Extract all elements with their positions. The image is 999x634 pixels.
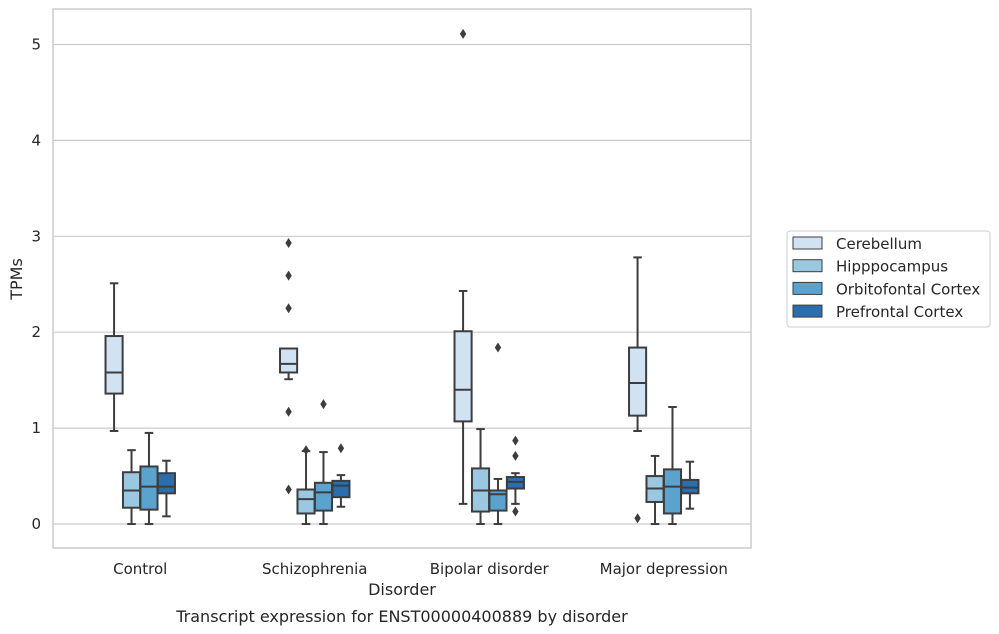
y-tick-label: 4 xyxy=(31,131,41,149)
legend-label: Prefrontal Cortex xyxy=(836,303,963,321)
box-plots xyxy=(104,28,700,526)
box-plot xyxy=(680,460,700,510)
legend-label: Cerebellum xyxy=(836,235,922,253)
box xyxy=(279,347,299,374)
box xyxy=(139,465,159,511)
plot-frame xyxy=(52,8,752,549)
box xyxy=(662,468,683,515)
box-plot xyxy=(156,459,176,518)
outlier-point xyxy=(285,303,292,314)
x-tick-label: Major depression xyxy=(600,560,728,578)
x-tick-labels: Control Schizophrenia Bipolar disorder Majo… xyxy=(113,560,728,578)
y-tick-label: 2 xyxy=(31,323,41,341)
legend-label: Hipppocampus xyxy=(836,258,948,276)
box xyxy=(488,489,508,512)
y-tick-labels: 0 1 2 3 4 5 xyxy=(31,35,41,533)
legend-swatch xyxy=(792,281,823,295)
outlier-point xyxy=(285,270,292,281)
legend-label: Orbitofontal Cortex xyxy=(836,280,980,298)
legend: Cerebellum Hipppocampus Orbitofontal Corte… xyxy=(786,230,991,328)
outlier-point xyxy=(302,445,310,456)
box-plot xyxy=(505,435,525,517)
box-plot xyxy=(662,406,683,526)
box xyxy=(313,481,334,512)
outlier-point xyxy=(285,484,292,495)
box xyxy=(104,335,124,395)
outlier-point xyxy=(337,443,345,454)
y-axis-title: TPMs xyxy=(7,258,26,301)
y-tick-label: 3 xyxy=(31,227,41,245)
legend-frame xyxy=(786,230,991,328)
box-plot xyxy=(279,238,299,495)
axes xyxy=(52,8,752,549)
legend-swatch xyxy=(792,236,823,250)
outlier-point xyxy=(512,506,519,517)
box-plot xyxy=(296,445,316,526)
x-tick-label: Control xyxy=(113,560,167,578)
legend-swatch xyxy=(792,259,823,273)
box-plot xyxy=(488,342,508,526)
box xyxy=(156,472,176,495)
box-plot xyxy=(139,431,159,526)
grid-lines xyxy=(53,43,751,525)
box-plot xyxy=(331,443,351,508)
y-tick-label: 0 xyxy=(31,515,41,533)
outlier-point xyxy=(285,406,292,417)
box-plot xyxy=(313,399,334,526)
box-plot xyxy=(104,282,124,432)
outlier-point xyxy=(285,238,292,249)
outlier-point xyxy=(494,342,502,353)
outlier-point xyxy=(634,513,641,524)
box-plot xyxy=(453,28,473,505)
legend-swatch xyxy=(792,304,823,318)
x-tick-label: Bipolar disorder xyxy=(430,560,550,578)
box xyxy=(453,330,473,423)
box-plot xyxy=(645,454,665,526)
chart-caption: Transcript expression for ENST0000040088… xyxy=(175,607,628,626)
y-tick-label: 1 xyxy=(31,419,41,437)
box-plot xyxy=(470,428,491,526)
outlier-point xyxy=(459,28,467,39)
y-tick-label: 5 xyxy=(31,35,41,53)
outlier-point xyxy=(512,435,519,446)
box xyxy=(331,479,351,499)
x-tick-label: Schizophrenia xyxy=(262,560,367,578)
box xyxy=(296,488,316,515)
x-axis-title: Disorder xyxy=(368,580,436,599)
box-plot xyxy=(628,256,648,524)
box-plot xyxy=(121,449,142,526)
box xyxy=(628,346,648,417)
outlier-point xyxy=(320,399,327,410)
outlier-point xyxy=(512,450,519,461)
